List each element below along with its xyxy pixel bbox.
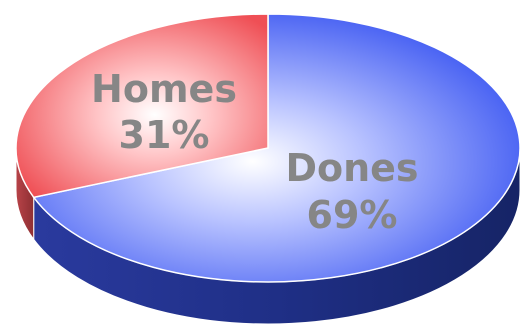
slice-label-homes: Homes [91,67,237,111]
slice-value-homes: 31% [119,113,210,157]
pie-tops [15,13,521,283]
slice-value-dones: 69% [307,193,398,237]
slice-label-dones: Dones [285,146,418,190]
pie-slice-dones [32,13,521,283]
pie-slice-homes [15,13,269,199]
pie-labels: Dones 69% Homes 31% [91,67,419,237]
